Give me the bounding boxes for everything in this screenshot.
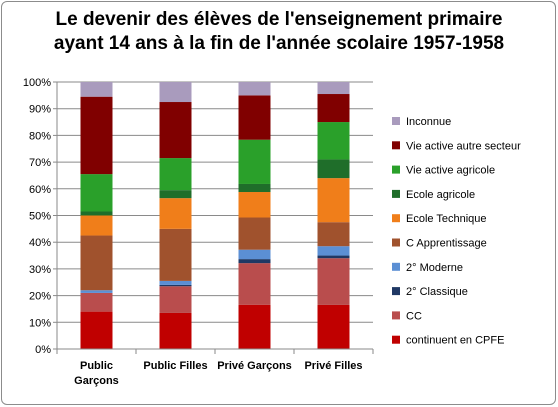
y-tick-label: 20% bbox=[29, 291, 51, 303]
legend-swatch bbox=[392, 262, 400, 271]
y-tick-label: 30% bbox=[29, 264, 51, 276]
bar-segment bbox=[317, 122, 350, 160]
y-tick-label: 90% bbox=[29, 104, 51, 116]
bar-segment bbox=[317, 94, 350, 123]
bar-segment bbox=[238, 263, 271, 305]
legend-swatch bbox=[392, 165, 400, 174]
bar-segment bbox=[238, 249, 271, 260]
legend-label: continuent en CPFE bbox=[406, 335, 504, 347]
legend-swatch bbox=[392, 189, 400, 198]
bar-segment bbox=[159, 198, 192, 229]
bar-segment bbox=[80, 235, 113, 291]
y-tick-label: 100% bbox=[23, 77, 51, 89]
chart-title: Le devenir des élèves de l'enseignement … bbox=[0, 8, 558, 56]
bar-segment bbox=[80, 311, 113, 349]
bar-segment bbox=[159, 280, 192, 285]
bar-segment bbox=[80, 292, 113, 312]
bar-segment bbox=[238, 82, 271, 96]
bar-segment bbox=[80, 82, 113, 97]
bar-segment bbox=[317, 255, 350, 259]
legend-swatch bbox=[392, 287, 400, 296]
x-category-label: Privé Filles bbox=[304, 360, 362, 372]
bar-segment bbox=[159, 312, 192, 349]
y-tick-label: 60% bbox=[29, 184, 51, 196]
legend-label: C Apprentissage bbox=[406, 238, 487, 250]
bar-segment bbox=[80, 215, 113, 236]
bar-segment bbox=[238, 139, 271, 184]
legend-label: Ecole Technique bbox=[406, 213, 487, 225]
bar-segment bbox=[80, 96, 113, 175]
legend-swatch bbox=[392, 335, 400, 344]
y-tick-label: 70% bbox=[29, 157, 51, 169]
legend-swatch bbox=[392, 214, 400, 223]
bar-segment bbox=[159, 190, 192, 199]
chart-title-line-1: Le devenir des élèves de l'enseignement … bbox=[55, 9, 503, 30]
bar-segment bbox=[317, 159, 350, 179]
y-tick-labels: 0% 10% 20% 30% 40% 50% 60% 70% 80% 90% 100% bbox=[23, 77, 51, 356]
x-category-labels: Public Garçons Public Filles Privé Garçons P… bbox=[74, 360, 362, 387]
legend-label: 2° Moderne bbox=[406, 262, 463, 274]
legend-label: Vie active agricole bbox=[406, 165, 495, 177]
legend-swatch bbox=[392, 311, 400, 320]
bar-segment bbox=[238, 183, 271, 193]
bar-segment bbox=[159, 102, 192, 159]
legend: Inconnue Vie active autre secteur Vie acti… bbox=[392, 116, 521, 347]
bar-segment bbox=[238, 192, 271, 218]
y-tick-label: 10% bbox=[29, 317, 51, 329]
bar-segment bbox=[159, 228, 192, 281]
chart-title-line-2: ayant 14 ans à la fin de l'année scolair… bbox=[53, 33, 505, 54]
legend-label: CC bbox=[406, 310, 422, 322]
y-tick-label: 50% bbox=[29, 211, 51, 223]
bar-segment bbox=[80, 290, 113, 293]
bar-segment bbox=[159, 82, 192, 103]
bar-segment bbox=[159, 158, 192, 191]
legend-label: Ecole agricole bbox=[406, 189, 475, 201]
y-tick-label: 40% bbox=[29, 237, 51, 249]
x-category-label: Public Garçons bbox=[74, 360, 119, 387]
legend-swatch bbox=[392, 238, 400, 247]
y-tick-label: 80% bbox=[29, 130, 51, 142]
bar-segment bbox=[159, 286, 192, 313]
bar-segment bbox=[317, 258, 350, 305]
bar-segment bbox=[317, 222, 350, 247]
bar-stacks bbox=[80, 82, 350, 349]
bar-segment bbox=[238, 304, 271, 349]
bar-segment bbox=[317, 246, 350, 256]
bar-segment bbox=[238, 217, 271, 250]
bar-segment bbox=[159, 284, 192, 287]
legend-label: 2° Classique bbox=[406, 286, 468, 298]
bar-segment bbox=[80, 174, 113, 212]
axes bbox=[53, 81, 374, 354]
bar-segment bbox=[238, 95, 271, 140]
bar-segment bbox=[317, 82, 350, 95]
legend-label: Vie active autre secteur bbox=[406, 140, 521, 152]
bar-segment bbox=[317, 178, 350, 223]
legend-swatch bbox=[392, 141, 400, 150]
x-category-label: Privé Garçons bbox=[217, 360, 292, 372]
legend-swatch bbox=[392, 117, 400, 125]
bar-segment bbox=[238, 259, 271, 264]
legend-label: Inconnue bbox=[406, 116, 451, 128]
bar-segment bbox=[317, 304, 350, 349]
x-category-label: Public Filles bbox=[143, 360, 207, 372]
bar-segment bbox=[80, 211, 113, 216]
y-tick-label: 0% bbox=[35, 344, 51, 356]
